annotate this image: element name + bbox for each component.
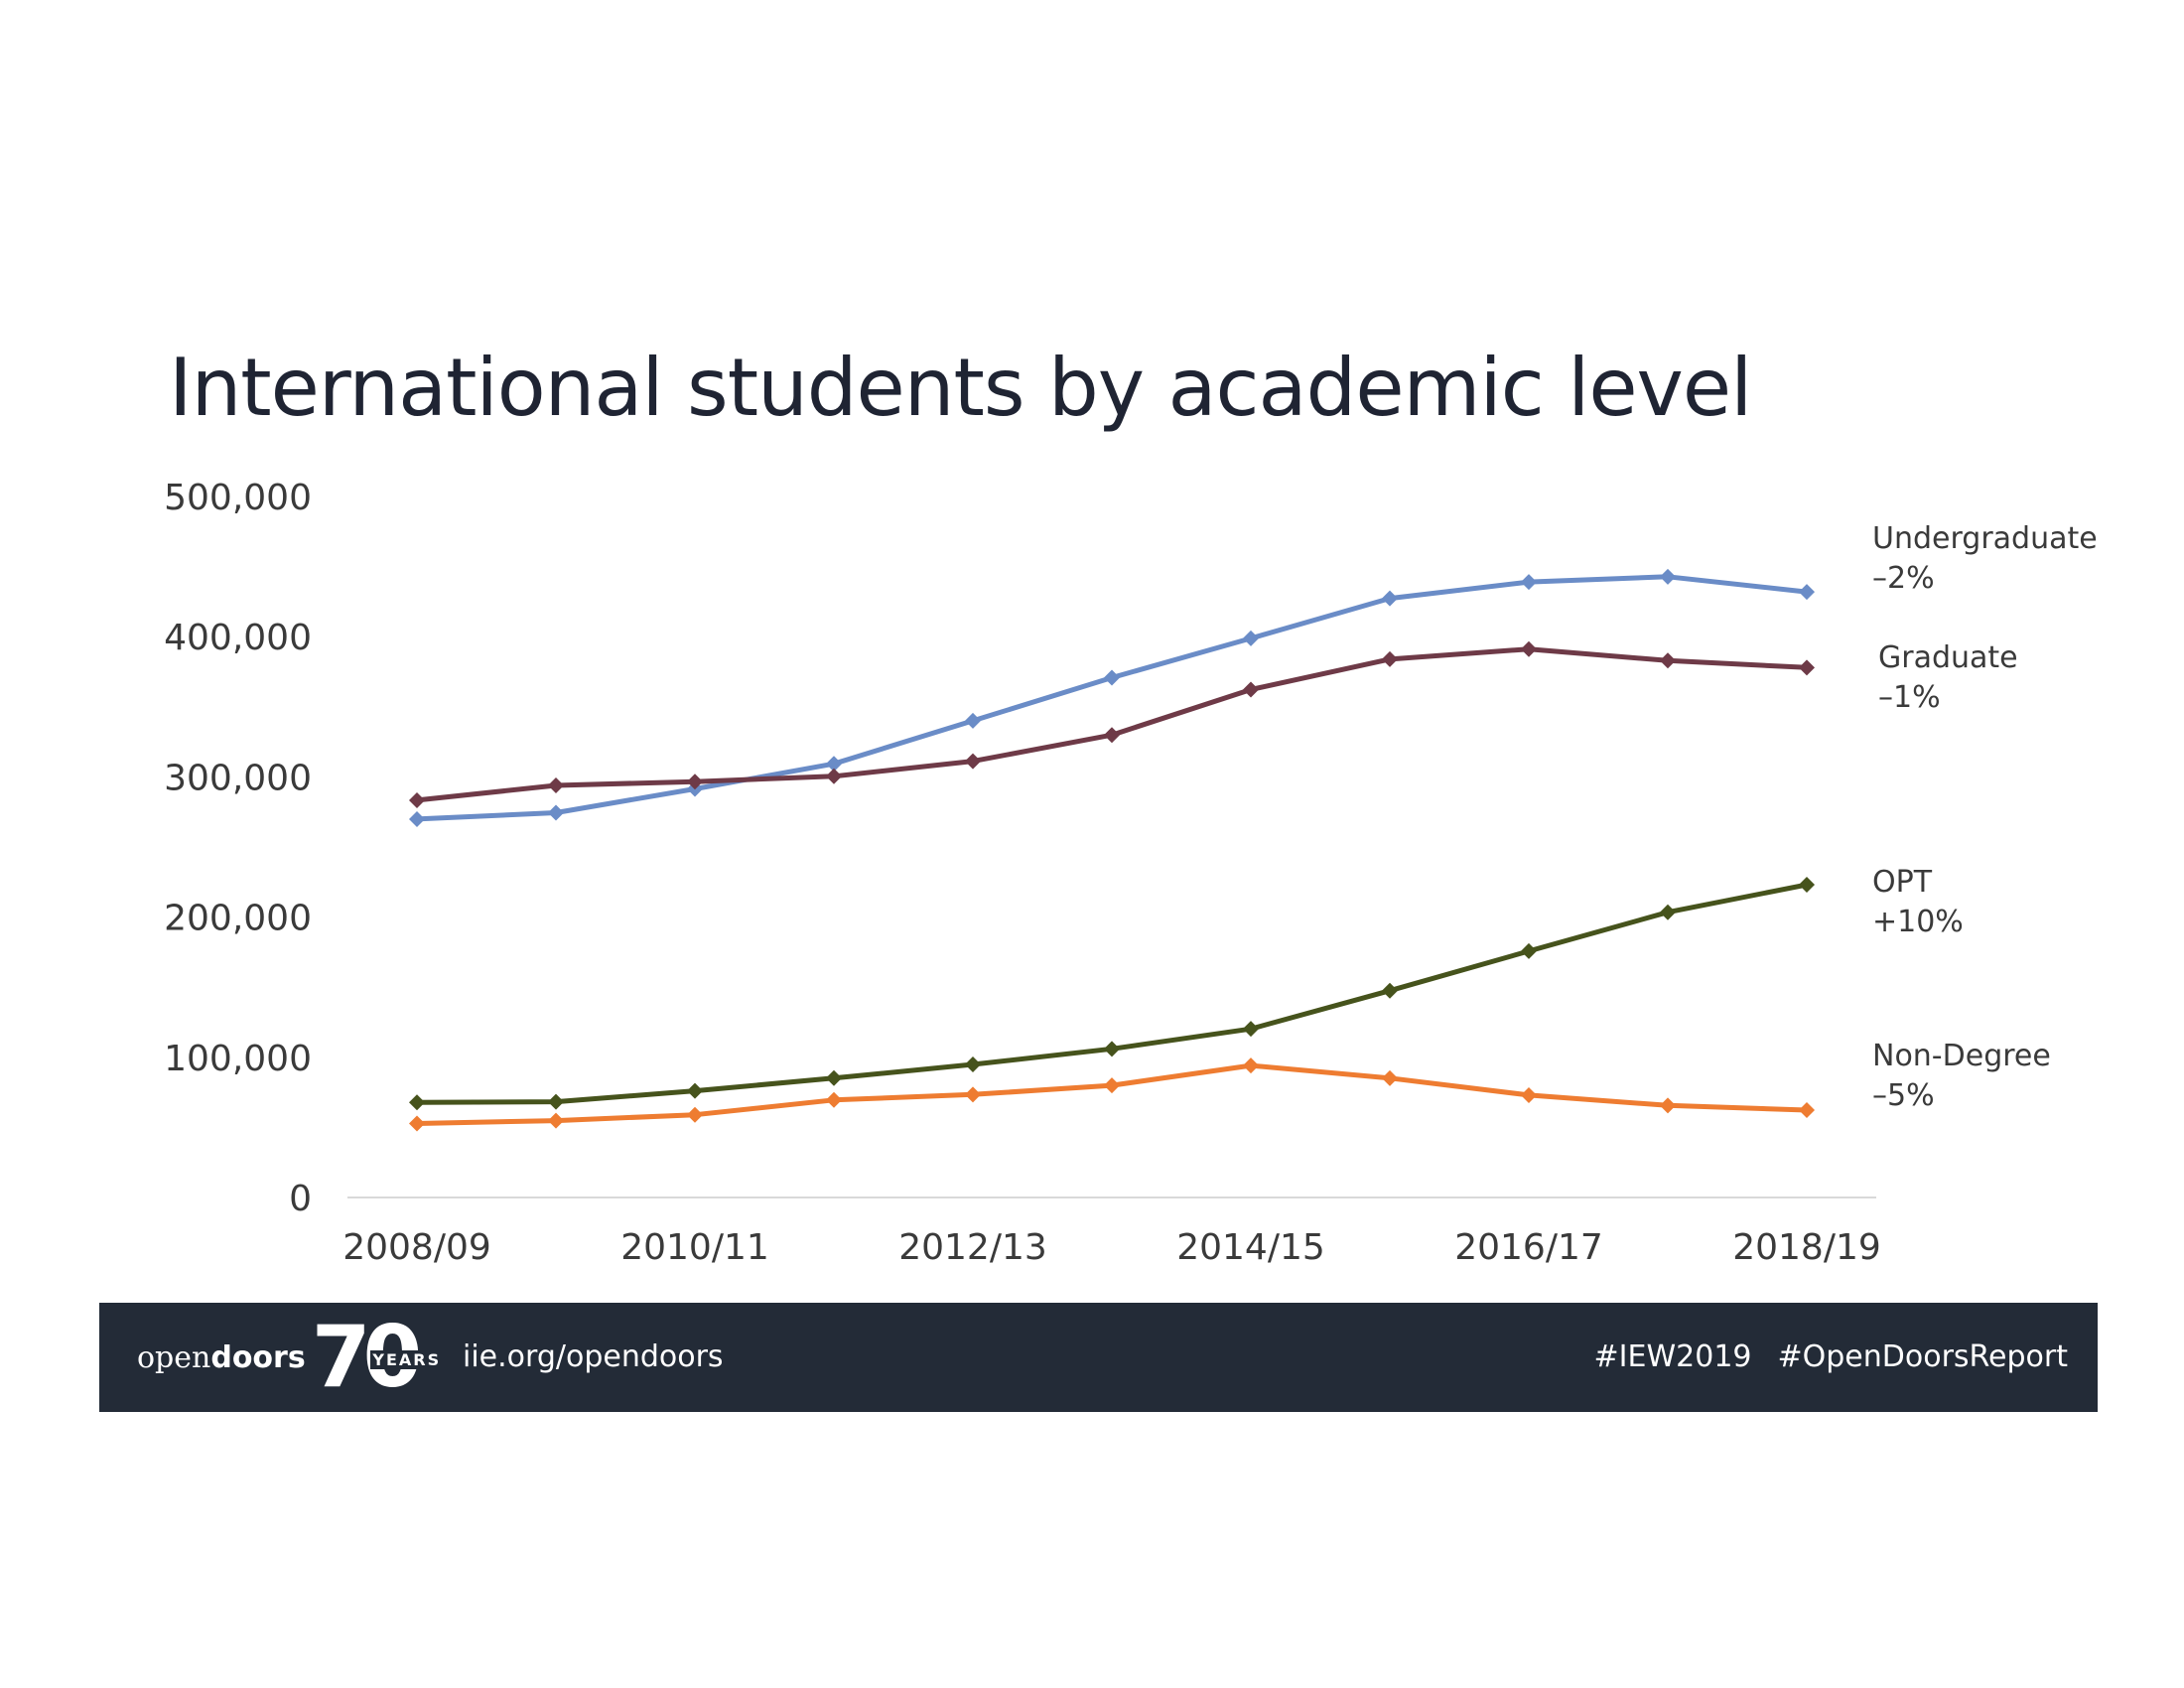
- data-point-undergraduate: [965, 712, 981, 729]
- data-point-opt: [826, 1069, 842, 1086]
- x-tick-label: 2012/13: [898, 1227, 1047, 1268]
- data-point-undergraduate: [1243, 630, 1259, 646]
- data-point-graduate: [687, 774, 703, 790]
- y-tick-label: 100,000: [164, 1039, 312, 1079]
- data-point-opt: [1521, 942, 1537, 959]
- footer-bar: opendoors 70 YEARS iie.org/opendoors #IE…: [99, 1303, 2098, 1412]
- data-point-opt: [1243, 1021, 1259, 1038]
- data-point-graduate: [1104, 727, 1120, 744]
- data-point-non-degree: [965, 1086, 981, 1103]
- data-point-graduate: [1521, 640, 1537, 657]
- data-point-graduate: [409, 791, 425, 808]
- data-point-graduate: [548, 777, 564, 794]
- y-tick-label: 200,000: [164, 899, 312, 939]
- data-point-graduate: [965, 753, 981, 770]
- series-name-non-degree: Non-Degree: [1872, 1039, 2051, 1073]
- y-tick-label: 300,000: [164, 758, 312, 798]
- data-point-graduate: [1382, 650, 1398, 667]
- data-point-opt: [548, 1093, 564, 1110]
- hashtag-opendoorsreport: #OpenDoorsReport: [1777, 1339, 2069, 1374]
- data-point-undergraduate: [826, 756, 842, 773]
- data-point-non-degree: [1799, 1101, 1815, 1118]
- footer-hashtags: #IEW2019 #OpenDoorsReport: [1594, 1303, 2068, 1412]
- chart-title: International students by academic level: [169, 342, 1751, 434]
- footer-notch: [99, 1300, 127, 1304]
- data-point-non-degree: [1382, 1069, 1398, 1086]
- data-point-graduate: [1660, 652, 1676, 669]
- data-point-non-degree: [548, 1112, 564, 1129]
- logo-years: YEARS: [370, 1349, 444, 1369]
- data-point-opt: [409, 1094, 425, 1111]
- data-point-opt: [1660, 904, 1676, 920]
- data-point-opt: [965, 1055, 981, 1072]
- logo-wordmark: opendoors: [137, 1339, 306, 1375]
- x-tick-label: 2016/17: [1454, 1227, 1603, 1268]
- y-axis: 0 100,000 200,000 300,000 400,000 500,000: [164, 478, 312, 1219]
- data-point-undergraduate: [1660, 568, 1676, 585]
- data-point-undergraduate: [1382, 590, 1398, 607]
- x-tick-label: 2014/15: [1176, 1227, 1325, 1268]
- chart: International students by academic level…: [164, 342, 2098, 1268]
- data-point-non-degree: [826, 1091, 842, 1108]
- x-tick-label: 2018/19: [1732, 1227, 1881, 1268]
- opendoors-logo: opendoors 70 YEARS: [137, 1313, 444, 1402]
- data-point-undergraduate: [548, 804, 564, 821]
- data-point-undergraduate: [1521, 574, 1537, 591]
- data-point-opt: [687, 1082, 703, 1099]
- data-point-non-degree: [1660, 1097, 1676, 1114]
- x-tick-label: 2008/09: [342, 1227, 491, 1268]
- data-point-graduate: [1799, 659, 1815, 676]
- hashtag-iew2019: #IEW2019: [1593, 1339, 1752, 1374]
- series-change-non-degree: –5%: [1872, 1078, 1935, 1113]
- data-point-non-degree: [1521, 1086, 1537, 1103]
- x-tick-label: 2010/11: [620, 1227, 769, 1268]
- data-point-undergraduate: [1104, 669, 1120, 686]
- footer-url-link[interactable]: iie.org/opendoors: [463, 1339, 724, 1374]
- series-lines: [409, 568, 1815, 1132]
- data-point-opt: [1104, 1041, 1120, 1057]
- data-point-undergraduate: [409, 810, 425, 827]
- data-point-non-degree: [687, 1106, 703, 1123]
- series-change-undergraduate: –2%: [1872, 561, 1935, 596]
- series-labels: Undergraduate –2% Graduate –1% OPT +10% Non-De…: [1872, 521, 2098, 1113]
- series-change-opt: +10%: [1872, 905, 1964, 939]
- series-line-opt: [416, 882, 1808, 1105]
- y-tick-label: 400,000: [164, 618, 312, 658]
- series-name-graduate: Graduate: [1878, 640, 2018, 675]
- x-axis: 2008/09 2010/11 2012/13 2014/15 2016/17 2018/…: [342, 1227, 1881, 1268]
- data-point-graduate: [1243, 681, 1259, 698]
- data-point-opt: [1799, 877, 1815, 894]
- data-point-non-degree: [409, 1115, 425, 1132]
- data-point-non-degree: [1243, 1057, 1259, 1074]
- data-point-non-degree: [1104, 1077, 1120, 1094]
- data-point-opt: [1382, 982, 1398, 999]
- series-name-opt: OPT: [1872, 865, 1933, 900]
- y-tick-label: 500,000: [164, 478, 312, 518]
- y-tick-label: 0: [289, 1179, 312, 1219]
- series-change-graduate: –1%: [1878, 680, 1941, 715]
- data-point-undergraduate: [1799, 584, 1815, 601]
- series-name-undergraduate: Undergraduate: [1872, 521, 2098, 556]
- data-point-graduate: [826, 768, 842, 784]
